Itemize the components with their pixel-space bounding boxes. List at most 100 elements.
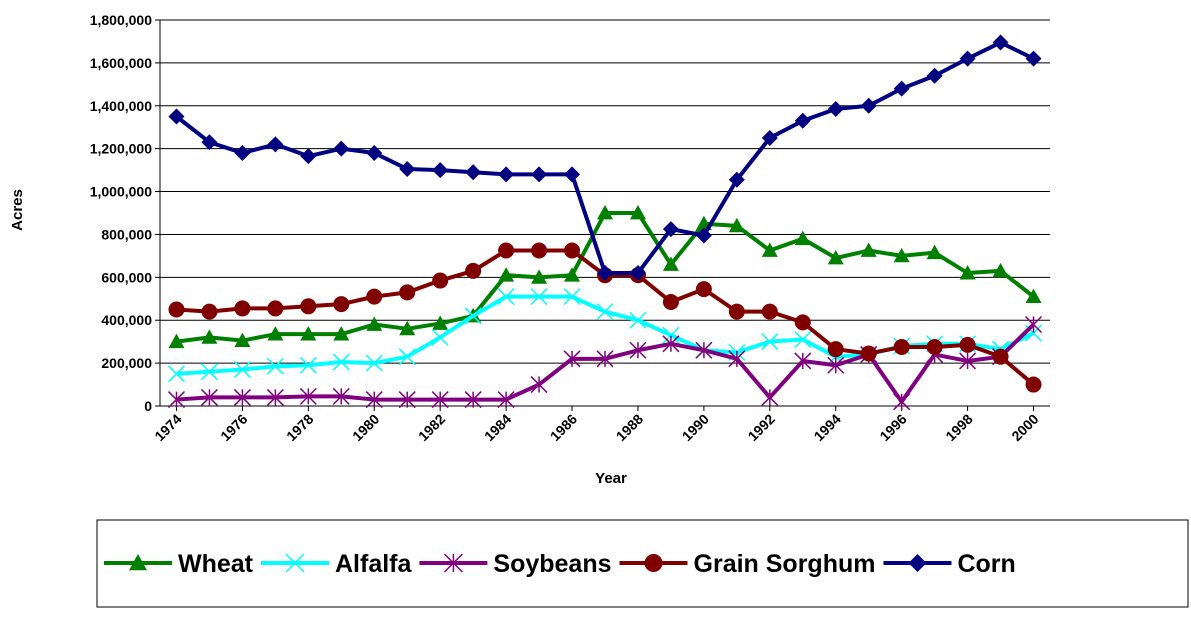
marker xyxy=(564,242,581,259)
marker xyxy=(267,300,284,317)
marker xyxy=(596,303,614,321)
marker xyxy=(908,554,927,572)
marker xyxy=(366,144,383,161)
marker xyxy=(728,217,745,233)
marker xyxy=(959,265,976,280)
marker xyxy=(399,284,416,301)
marker xyxy=(794,230,811,246)
marker xyxy=(201,329,218,344)
marker xyxy=(300,326,317,341)
marker xyxy=(200,363,218,381)
marker xyxy=(285,553,305,573)
marker xyxy=(926,244,943,260)
marker xyxy=(662,256,679,271)
marker xyxy=(761,333,779,351)
marker xyxy=(333,296,350,313)
marker xyxy=(629,341,647,359)
marker xyxy=(498,242,515,259)
marker xyxy=(299,387,317,405)
marker xyxy=(827,100,844,117)
marker xyxy=(530,376,548,394)
marker xyxy=(959,50,976,67)
marker xyxy=(926,339,943,356)
y-tick-label: 0 xyxy=(144,398,152,414)
x-tick-label: 2000 xyxy=(1008,411,1041,444)
marker xyxy=(531,166,548,183)
marker xyxy=(168,301,185,318)
marker xyxy=(267,326,284,341)
x-tick-label: 1974 xyxy=(151,411,184,444)
marker xyxy=(201,134,218,151)
marker xyxy=(531,242,548,259)
x-tick-label: 1978 xyxy=(283,411,316,444)
y-axis-title: Acres xyxy=(9,189,26,231)
marker xyxy=(926,67,943,84)
marker xyxy=(563,288,581,306)
marker xyxy=(794,330,812,349)
marker xyxy=(629,265,646,282)
marker xyxy=(564,267,581,282)
y-tick-label: 800,000 xyxy=(101,226,152,242)
marker xyxy=(629,311,647,329)
marker xyxy=(695,227,712,244)
series xyxy=(168,242,1042,393)
x-tick-label: 1986 xyxy=(547,411,580,444)
marker xyxy=(332,387,350,405)
marker xyxy=(893,247,910,263)
marker xyxy=(167,365,186,383)
marker xyxy=(167,391,186,409)
marker xyxy=(662,326,680,344)
y-tick-label: 200,000 xyxy=(101,355,152,371)
y-tick-label: 1,200,000 xyxy=(90,141,152,157)
legend-label: Grain Sorghum xyxy=(694,550,876,578)
marker xyxy=(860,242,877,257)
marker xyxy=(129,554,147,571)
marker xyxy=(662,293,679,310)
series xyxy=(168,34,1042,282)
marker xyxy=(233,361,251,379)
y-tick-label: 1,600,000 xyxy=(90,55,152,71)
marker xyxy=(234,300,251,317)
marker xyxy=(893,393,911,411)
marker xyxy=(597,265,613,282)
legend-item: Alfalfa xyxy=(261,550,413,578)
marker xyxy=(201,303,218,320)
legend-label: Wheat xyxy=(178,550,254,578)
x-tick-label: 1988 xyxy=(613,411,646,444)
marker xyxy=(431,328,449,346)
marker xyxy=(498,166,515,183)
marker xyxy=(168,108,185,125)
marker xyxy=(794,352,812,370)
marker xyxy=(366,316,383,331)
legend-label: Corn xyxy=(957,550,1015,578)
marker xyxy=(432,272,449,289)
marker xyxy=(431,391,449,409)
marker xyxy=(761,388,779,406)
y-tick-label: 1,800,000 xyxy=(90,12,152,28)
x-tick-label: 1990 xyxy=(679,411,712,444)
x-tick-label: 1998 xyxy=(942,411,975,444)
marker xyxy=(662,335,680,353)
legend-item: Corn xyxy=(883,550,1016,578)
marker xyxy=(794,112,811,129)
marker xyxy=(794,314,811,331)
marker xyxy=(827,356,845,374)
marker xyxy=(761,129,778,146)
marker xyxy=(432,315,449,330)
marker xyxy=(233,388,251,406)
marker xyxy=(596,350,614,368)
marker xyxy=(464,307,482,325)
marker xyxy=(1024,315,1043,334)
marker xyxy=(234,144,251,161)
marker xyxy=(761,242,778,257)
y-tick-label: 1,000,000 xyxy=(90,184,152,200)
marker xyxy=(992,348,1009,365)
marker xyxy=(300,148,317,165)
x-axis-title: Year xyxy=(595,470,627,487)
marker xyxy=(332,353,350,371)
legend-label: Alfalfa xyxy=(335,550,413,578)
marker xyxy=(992,262,1009,278)
marker xyxy=(629,205,646,220)
marker xyxy=(564,166,581,183)
